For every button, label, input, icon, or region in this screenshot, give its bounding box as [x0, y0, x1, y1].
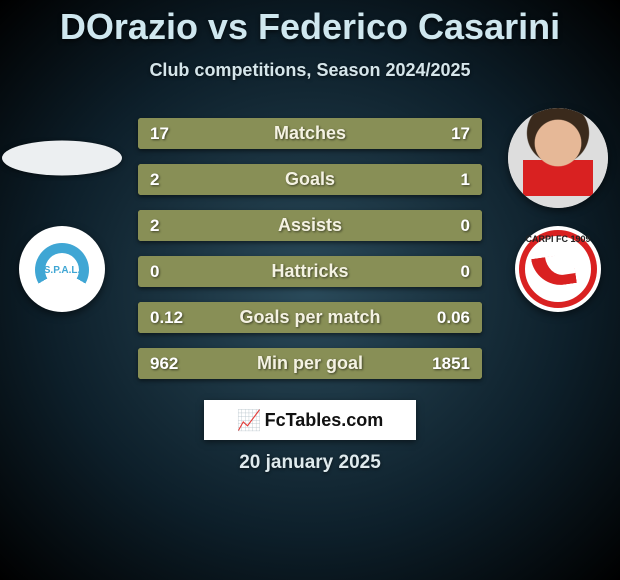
bar-track: [138, 348, 482, 379]
page-title: DOrazio vs Federico Casarini: [0, 0, 620, 48]
bar-track: [138, 302, 482, 333]
player-left-avatar: [2, 141, 122, 176]
bar-track: [138, 164, 482, 195]
bar-track: [138, 210, 482, 241]
player-right-column: CARPI FC 1909: [498, 108, 618, 312]
team-left-badge-text: S.P.A.L.: [45, 253, 79, 287]
stat-bars-container: 1717Matches 21Goals 20Assists 00Hattricks 0.…: [138, 118, 482, 379]
team-right-badge: CARPI FC 1909: [515, 226, 601, 312]
stat-row: 9621851Min per goal: [138, 348, 482, 379]
stat-row: 21Goals: [138, 164, 482, 195]
comparison-panel: S.P.A.L. CARPI FC 1909 1717Matches 21Goal…: [0, 108, 620, 388]
bar-track: [138, 118, 482, 149]
spal-badge-graphic: S.P.A.L.: [35, 243, 89, 297]
avatar-face-icon: [508, 108, 608, 208]
site-logo: 📈 FcTables.com: [204, 400, 416, 440]
subtitle: Club competitions, Season 2024/2025: [0, 60, 620, 81]
stat-row: 1717Matches: [138, 118, 482, 149]
snapshot-date: 20 january 2025: [0, 452, 620, 474]
site-logo-text: FcTables.com: [265, 410, 384, 431]
logo-spark-icon: 📈: [237, 408, 259, 433]
team-left-badge: S.P.A.L.: [19, 226, 105, 312]
team-right-badge-text: CARPI FC 1909: [515, 234, 601, 244]
player-left-column: S.P.A.L.: [2, 108, 122, 312]
stat-row: 20Assists: [138, 210, 482, 241]
stat-row: 00Hattricks: [138, 256, 482, 287]
bar-track: [138, 256, 482, 287]
player-right-avatar: [508, 108, 608, 208]
stat-row: 0.120.06Goals per match: [138, 302, 482, 333]
